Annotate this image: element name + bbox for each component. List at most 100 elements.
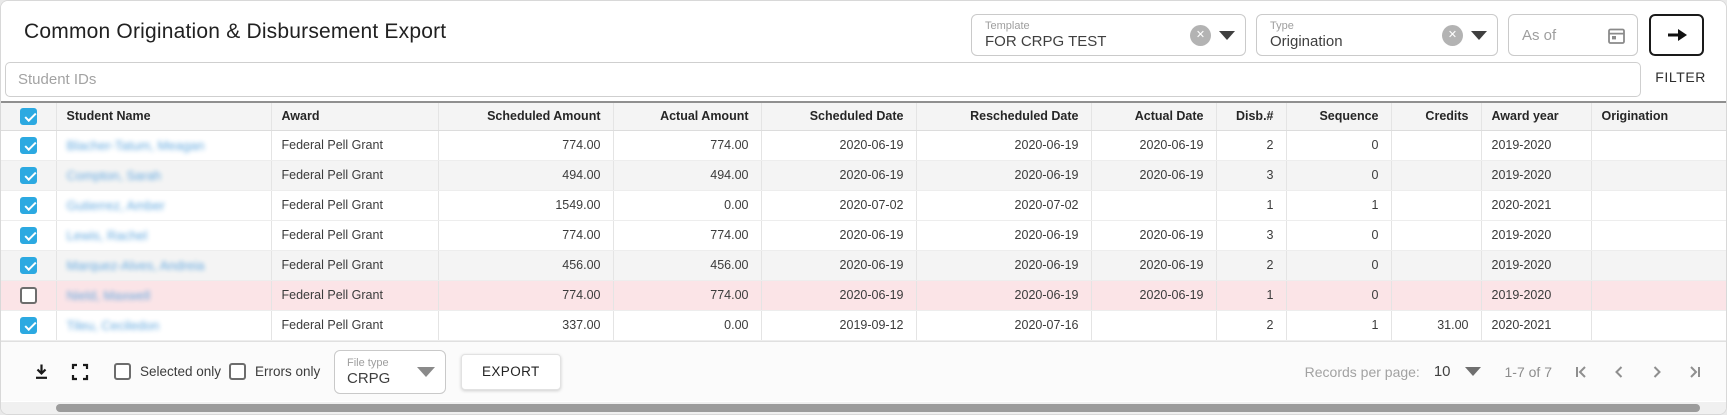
- col-award-year: Award year: [1481, 101, 1592, 131]
- footer-bar: Selected only Errors only File type CRPG…: [1, 340, 1726, 401]
- actual-amount-cell: 774.00: [613, 280, 762, 311]
- file-type-chevron-down-icon[interactable]: [417, 366, 435, 377]
- download-icon: [32, 363, 51, 381]
- fullscreen-button[interactable]: [71, 363, 89, 381]
- actual-amount-cell: 774.00: [613, 130, 762, 161]
- credits-cell: [1391, 130, 1482, 161]
- row-checkbox[interactable]: [19, 256, 37, 274]
- scheduled-date-cell: 2020-06-19: [761, 220, 917, 251]
- selected-only-checkbox[interactable]: [114, 362, 131, 380]
- previous-page-icon[interactable]: [1610, 363, 1628, 381]
- selected-only-label: Selected only: [140, 363, 222, 379]
- download-button[interactable]: [32, 363, 51, 381]
- student-name-link[interactable]: Tileu, Ceciledon: [66, 317, 160, 333]
- disb-cell: 3: [1216, 220, 1287, 251]
- type-select[interactable]: Type Origination ✕: [1256, 14, 1498, 56]
- col-student-name: Student Name: [56, 101, 272, 131]
- row-checkbox[interactable]: [19, 286, 37, 304]
- export-button[interactable]: EXPORT: [461, 353, 561, 390]
- col-sequence: Sequence: [1286, 101, 1392, 131]
- actual-amount-cell: 456.00: [613, 250, 762, 281]
- select-all-checkbox[interactable]: [19, 107, 37, 125]
- origination-cell: [1591, 310, 1726, 341]
- award-year-cell: 2019-2020: [1481, 250, 1592, 281]
- as-of-date-field[interactable]: As of: [1508, 14, 1638, 56]
- template-select[interactable]: Template FOR CRPG TEST ✕: [971, 14, 1246, 56]
- student-name-link[interactable]: Lewis, Rachel: [66, 227, 148, 243]
- origination-cell: [1591, 130, 1726, 161]
- origination-cell: [1591, 220, 1726, 251]
- student-name-link[interactable]: Nield, Maxwell: [66, 287, 151, 303]
- file-type-value: CRPG: [347, 369, 391, 387]
- award-year-cell: 2020-2021: [1481, 310, 1592, 341]
- scheduled-date-cell: 2020-06-19: [761, 160, 917, 191]
- last-page-icon[interactable]: [1686, 363, 1704, 381]
- filter-button[interactable]: FILTER: [1655, 69, 1706, 85]
- row-checkbox[interactable]: [19, 226, 37, 244]
- rescheduled-date-cell: 2020-07-02: [916, 190, 1092, 221]
- file-type-select[interactable]: File type CRPG: [334, 349, 446, 394]
- table-header-row: Student Name Award Scheduled Amount Actu…: [1, 101, 1726, 131]
- student-name-cell: Tileu, Ceciledon: [56, 310, 272, 341]
- template-clear-icon[interactable]: ✕: [1190, 24, 1211, 46]
- scheduled-amount-cell: 774.00: [438, 220, 614, 251]
- disb-cell: 2: [1216, 310, 1287, 341]
- calendar-icon[interactable]: [1606, 25, 1627, 46]
- row-select-cell: [1, 220, 57, 251]
- row-checkbox[interactable]: [19, 316, 37, 334]
- type-select-texts: Type Origination: [1270, 20, 1442, 50]
- records-per-page-value: 10: [1433, 363, 1451, 380]
- actual-date-cell: [1091, 310, 1217, 341]
- student-name-cell: Nield, Maxwell: [56, 280, 272, 311]
- row-checkbox[interactable]: [19, 136, 37, 154]
- student-name-link[interactable]: Gutierrez, Amber: [66, 197, 165, 213]
- row-select-cell: [1, 130, 57, 161]
- credits-cell: 31.00: [1391, 310, 1482, 341]
- errors-only-toggle[interactable]: Errors only: [229, 362, 320, 380]
- actual-date-cell: 2020-06-19: [1091, 250, 1217, 281]
- rescheduled-date-cell: 2020-07-16: [916, 310, 1092, 341]
- run-export-arrow-button[interactable]: [1649, 14, 1704, 56]
- credits-cell: [1391, 280, 1482, 311]
- records-per-page-label: Records per page:: [1304, 363, 1420, 380]
- student-name-link[interactable]: Compton, Sarah: [66, 167, 162, 183]
- scheduled-date-cell: 2019-09-12: [761, 310, 917, 341]
- records-per-page-chevron-down-icon[interactable]: [1464, 367, 1481, 376]
- row-select-cell: [1, 160, 57, 191]
- first-page-icon[interactable]: [1572, 363, 1590, 381]
- disb-cell: 3: [1216, 160, 1287, 191]
- col-rescheduled-date: Rescheduled Date: [916, 101, 1092, 131]
- type-clear-icon[interactable]: ✕: [1442, 24, 1463, 46]
- scheduled-date-cell: 2020-06-19: [761, 130, 917, 161]
- horizontal-scrollbar-thumb[interactable]: [56, 404, 1700, 412]
- scheduled-amount-cell: 774.00: [438, 280, 614, 311]
- actual-amount-cell: 774.00: [613, 220, 762, 251]
- student-name-link[interactable]: Blacher-Tatum, Meagan: [66, 137, 205, 153]
- row-checkbox[interactable]: [19, 166, 37, 184]
- sequence-cell: 0: [1286, 220, 1392, 251]
- errors-only-checkbox[interactable]: [229, 362, 246, 380]
- sequence-cell: 0: [1286, 280, 1392, 311]
- template-chevron-down-icon[interactable]: [1219, 30, 1235, 40]
- row-checkbox[interactable]: [19, 196, 37, 214]
- origination-cell: [1591, 280, 1726, 311]
- scheduled-date-cell: 2020-06-19: [761, 250, 917, 281]
- type-label: Type: [1270, 20, 1294, 32]
- table-row: Tileu, Ceciledon Federal Pell Grant 337.…: [1, 310, 1726, 341]
- student-ids-input[interactable]: [5, 62, 1641, 97]
- scheduled-date-cell: 2020-07-02: [761, 190, 917, 221]
- selected-only-toggle[interactable]: Selected only: [114, 362, 222, 380]
- origination-cell: [1591, 250, 1726, 281]
- student-name-link[interactable]: Marquez-Alves, Andreia: [66, 257, 205, 273]
- col-origination: Origination: [1591, 101, 1726, 131]
- award-cell: Federal Pell Grant: [271, 190, 439, 221]
- col-credits: Credits: [1391, 101, 1482, 131]
- col-disb: Disb.#: [1216, 101, 1287, 131]
- actual-date-cell: 2020-06-19: [1091, 130, 1217, 161]
- actual-amount-cell: 0.00: [613, 310, 762, 341]
- rescheduled-date-cell: 2020-06-19: [916, 220, 1092, 251]
- next-page-icon[interactable]: [1648, 363, 1666, 381]
- file-type-label: File type: [347, 356, 389, 369]
- type-chevron-down-icon[interactable]: [1471, 30, 1487, 40]
- sequence-cell: 0: [1286, 250, 1392, 281]
